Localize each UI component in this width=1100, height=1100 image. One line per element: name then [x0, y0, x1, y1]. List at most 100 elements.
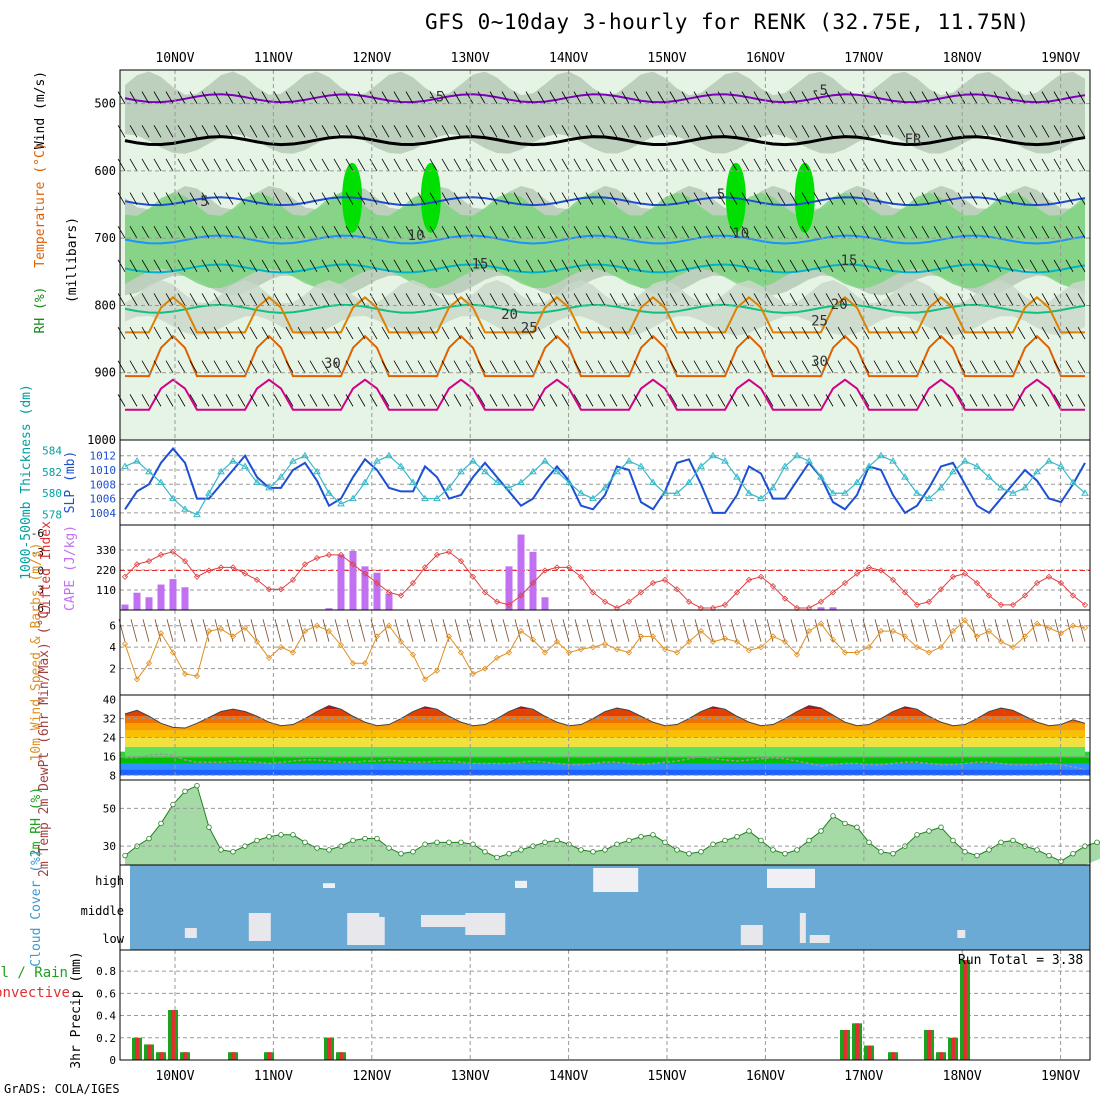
wind-barb — [249, 259, 258, 273]
wind-barb — [189, 259, 198, 273]
rh-point — [290, 832, 296, 838]
thickness-point — [625, 457, 633, 464]
wind-barb — [693, 91, 702, 104]
li-point — [937, 586, 945, 593]
thickness-point — [673, 489, 681, 496]
wind-barb — [321, 360, 330, 373]
wind-barb — [477, 293, 486, 306]
wind-barb — [153, 125, 162, 138]
li-point — [925, 598, 933, 605]
surface-wind-barb — [706, 619, 714, 642]
cloud-patch — [184, 928, 197, 938]
wind-barb — [273, 192, 282, 205]
wind-speed-point — [733, 638, 741, 645]
day-label-bottom: 12NOV — [352, 1069, 391, 1084]
surface-wind-barb — [274, 619, 282, 642]
wind-barb — [357, 192, 366, 205]
rh-point — [1046, 852, 1052, 859]
wind-barb — [381, 326, 390, 340]
cape-bar — [817, 607, 825, 610]
wind-barb — [489, 158, 498, 172]
wind-barb — [441, 360, 450, 373]
wind-barb — [981, 158, 990, 172]
isotherm-label: 5 — [717, 187, 725, 203]
isotherm-label: 15 — [472, 256, 489, 272]
li-point — [661, 576, 669, 583]
wind-barb — [861, 259, 870, 273]
wind-barb — [777, 192, 786, 205]
wind-barb — [117, 158, 126, 172]
day-labels-top: 10NOV 11NOV 12NOV 13NOV 14NOV 15NOV 16NOV 17NOV… — [155, 51, 1080, 66]
wind-barb — [1053, 293, 1062, 306]
rh-point — [1010, 837, 1016, 844]
surface-wind-barb — [382, 619, 390, 642]
surface-wind-barb — [670, 619, 678, 642]
wind-barb — [681, 259, 690, 273]
wind-barb — [405, 360, 414, 373]
thickness-point — [721, 457, 729, 464]
wind-barb — [321, 259, 330, 273]
wind-barb — [249, 225, 258, 239]
wind-barb — [1005, 125, 1014, 138]
thickness-point — [697, 462, 705, 469]
wind-barb — [1017, 225, 1026, 239]
wind-barb — [597, 293, 606, 306]
wind-barb — [621, 91, 630, 104]
thickness-point — [877, 451, 885, 459]
wind-barb — [297, 125, 306, 138]
precip-bar-convective — [855, 1023, 859, 1060]
wind-barb — [453, 326, 462, 340]
wind-barb — [1017, 394, 1026, 407]
wind-barb — [633, 192, 642, 205]
wind-barb — [489, 326, 498, 340]
wind-barb — [1077, 360, 1086, 373]
wind-barb — [177, 394, 186, 407]
wind-speed-point — [709, 638, 717, 645]
cloud-cell — [803, 868, 815, 888]
wind-barb — [993, 259, 1002, 273]
thickness-point — [457, 467, 465, 475]
wind-barb — [225, 259, 234, 273]
wind-barb — [981, 293, 990, 306]
credit-label: GrADS: COLA/IGES — [4, 1082, 120, 1096]
wind-barb — [309, 360, 318, 373]
surface-wind-barb — [346, 619, 354, 642]
wind-speed-point — [1009, 644, 1017, 651]
wind-barb — [165, 225, 174, 239]
wind-barb — [717, 394, 726, 407]
wind-barb — [993, 192, 1002, 205]
thickness-point — [553, 467, 561, 475]
wind-barb — [489, 360, 498, 373]
wind-barb — [501, 158, 510, 172]
wind-barb — [465, 158, 474, 172]
wind-barb — [669, 125, 678, 138]
wind-barb — [957, 293, 966, 306]
wind-barb — [753, 158, 762, 172]
temp-band — [120, 757, 1090, 764]
wind-barb — [873, 192, 882, 205]
rh-point — [398, 850, 404, 857]
rh-point — [194, 782, 200, 789]
wind-barb — [969, 360, 978, 373]
wind-barb — [333, 293, 342, 306]
wind-barb — [909, 192, 918, 205]
isotherm-label: FR — [905, 132, 922, 148]
cloud-patch — [421, 915, 466, 927]
rh-point — [794, 847, 800, 853]
wind-barb — [717, 125, 726, 138]
pressure-tick: 600 — [94, 164, 116, 178]
wind-barb — [213, 158, 222, 172]
surface-wind-barb — [694, 619, 702, 642]
rh-point — [482, 849, 488, 855]
rh-point — [146, 835, 152, 842]
rh-point — [782, 850, 788, 857]
wind-barb — [429, 259, 438, 273]
surface-wind-barb — [178, 619, 186, 642]
wind-barb — [561, 225, 570, 239]
rh-point — [998, 839, 1004, 846]
wind-barb — [813, 326, 822, 340]
wind-barb — [321, 91, 330, 104]
wind-barb — [933, 259, 942, 273]
wind-barb — [813, 394, 822, 407]
wind-barb — [765, 326, 774, 340]
